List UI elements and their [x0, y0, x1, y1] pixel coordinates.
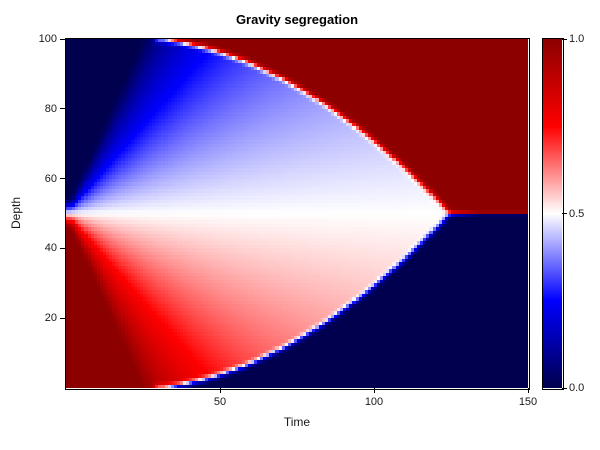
- colorbar-tick-mark: [562, 213, 567, 214]
- chart-title: Gravity segregation: [235, 12, 359, 27]
- x-tick-label: 100: [364, 396, 384, 408]
- y-tick-mark: [60, 178, 65, 180]
- y-tick-label: 60: [44, 172, 57, 185]
- colorbar-tick-label: 0.0: [569, 382, 585, 394]
- colorbar-tick-label: 1.0: [569, 33, 585, 45]
- colorbar-canvas: [543, 39, 562, 388]
- y-axis-label: Depth: [9, 196, 23, 230]
- colorbar-tick-mark: [562, 387, 567, 389]
- x-tick-mark: [219, 388, 221, 393]
- y-tick-mark: [60, 247, 65, 249]
- x-tick-mark: [527, 388, 529, 393]
- y-tick-label: 100: [38, 33, 57, 45]
- x-axis-label: Time: [283, 415, 311, 429]
- y-tick-mark: [60, 317, 65, 319]
- y-tick-label: 40: [44, 242, 57, 255]
- y-tick-mark: [60, 38, 65, 40]
- x-tick-mark: [373, 388, 375, 393]
- colorbar-tick-label: 0.5: [569, 207, 585, 220]
- x-tick-label: 150: [518, 396, 538, 408]
- heatmap-canvas: [66, 39, 528, 388]
- y-tick-label: 80: [44, 102, 57, 115]
- colorbar-tick-mark: [562, 38, 567, 40]
- y-tick-mark: [60, 108, 65, 110]
- x-tick-label: 50: [213, 396, 227, 408]
- y-tick-label: 20: [44, 312, 57, 325]
